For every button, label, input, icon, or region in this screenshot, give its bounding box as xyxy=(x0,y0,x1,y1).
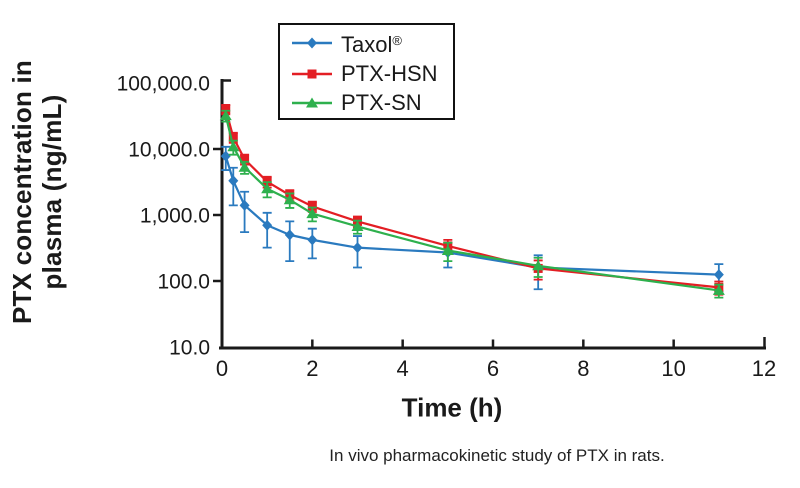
triangle-marker xyxy=(351,220,364,231)
y-tick-label: 10.0 xyxy=(169,337,210,360)
triangle-marker xyxy=(712,284,725,295)
legend-label: PTX-HSN xyxy=(341,60,438,86)
diamond-marker xyxy=(262,219,273,231)
y-axis-title-line1: PTX concentration in xyxy=(7,59,37,325)
series-taxol- xyxy=(220,145,724,293)
error-bar xyxy=(240,190,250,234)
diamond-marker xyxy=(284,229,295,241)
x-axis-title: Time (h) xyxy=(401,392,503,423)
series-ptx-hsn xyxy=(221,104,724,296)
x-tick-label: 0 xyxy=(216,356,228,381)
square-marker xyxy=(307,69,317,78)
error-bars xyxy=(221,145,724,293)
triangle-marker xyxy=(283,194,296,205)
error-bars xyxy=(221,104,724,296)
y-axis-ticks: 10.0 100.0 1,000.0 10,000.0 100,000.0 xyxy=(117,73,222,360)
legend-label: PTX-SN xyxy=(341,89,422,115)
series-line xyxy=(224,155,719,276)
y-tick-label: 10,000.0 xyxy=(128,139,210,162)
square-marker xyxy=(221,104,231,114)
legend: Taxol® PTX-HSN PTX-SN xyxy=(278,23,455,120)
series-line xyxy=(224,115,719,292)
legend-item-ptx-sn: PTX-SN xyxy=(291,90,453,116)
diamond-marker xyxy=(220,150,231,162)
x-tick-label: 12 xyxy=(752,356,776,381)
triangle-marker xyxy=(219,110,232,121)
x-tick-label: 4 xyxy=(397,356,409,381)
legend-item-ptx-hsn: PTX-HSN xyxy=(291,61,453,87)
diamond-marker xyxy=(352,242,363,254)
x-tick-label: 8 xyxy=(577,356,589,381)
square-legend-icon xyxy=(292,69,332,78)
square-marker xyxy=(307,201,317,211)
x-tick-label: 6 xyxy=(487,356,499,381)
x-axis-ticks: 0 2 4 6 8 10 12 xyxy=(216,339,776,381)
legend-item-taxol-: Taxol® xyxy=(291,28,453,58)
series-ptx-sn xyxy=(219,109,725,299)
triangle-marker xyxy=(227,141,240,152)
square-marker xyxy=(240,154,250,164)
triangle-marker xyxy=(532,260,545,271)
figure-caption: In vivo pharmacokinetic study of PTX in … xyxy=(329,446,665,465)
diamond-marker xyxy=(307,234,318,246)
triangle-marker xyxy=(238,161,251,172)
y-tick-label: 100,000.0 xyxy=(117,73,210,96)
legend-label: Taxol® xyxy=(341,31,402,57)
square-marker xyxy=(228,132,238,142)
y-axis-title: PTX concentration in plasma (ng/mL) xyxy=(7,60,67,324)
x-tick-label: 2 xyxy=(306,356,318,381)
diamond-marker xyxy=(307,37,317,48)
triangle-marker xyxy=(306,97,318,107)
diamond-legend-icon xyxy=(292,37,332,48)
triangle-marker xyxy=(261,183,274,194)
error-bar xyxy=(285,220,295,263)
diamond-marker xyxy=(228,175,239,187)
triangle-marker xyxy=(441,244,454,255)
triangle-legend-icon xyxy=(292,97,332,107)
diamond-marker xyxy=(713,269,724,281)
y-tick-label: 100.0 xyxy=(157,271,210,294)
y-tick-label: 1,000.0 xyxy=(140,205,210,228)
y-axis-title-line2: plasma (ng/mL) xyxy=(37,94,67,290)
diamond-marker xyxy=(239,199,250,211)
triangle-marker xyxy=(306,208,319,219)
x-tick-label: 10 xyxy=(661,356,685,381)
series-line xyxy=(224,108,719,289)
